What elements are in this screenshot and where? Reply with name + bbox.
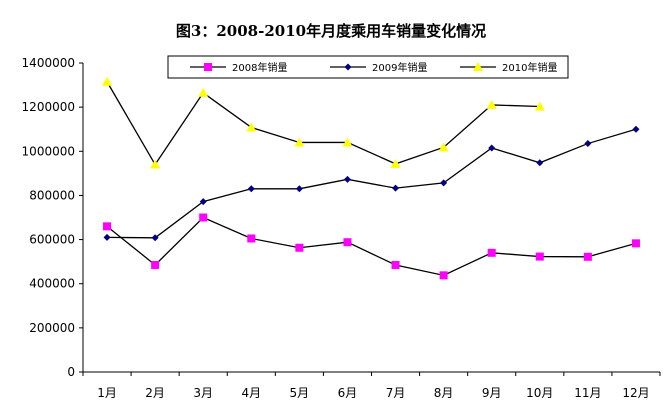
data-point — [438, 142, 449, 152]
series-group — [102, 76, 640, 280]
data-point — [295, 185, 303, 193]
data-point — [102, 76, 113, 86]
series-line — [106, 216, 637, 277]
series-2 — [103, 125, 640, 242]
data-point — [534, 101, 545, 111]
x-tick-label: 8月 — [434, 386, 454, 400]
x-tick-label: 3月 — [193, 386, 213, 400]
y-tick-label: 200000 — [29, 321, 75, 335]
x-tick-label: 7月 — [386, 386, 406, 400]
series-3 — [102, 76, 545, 169]
legend-label: 2010年销量 — [502, 61, 557, 74]
x-tick-label: 4月 — [241, 386, 261, 400]
x-tick-label: 12月 — [622, 386, 649, 400]
chart-title: 图3：2008-2010年月度乘用车销量变化情况 — [176, 22, 486, 40]
x-tick-label: 10月 — [526, 386, 553, 400]
data-point — [343, 175, 351, 183]
y-tick-label: 1000000 — [22, 144, 75, 158]
x-tick-label: 2月 — [145, 386, 165, 400]
series-1 — [103, 213, 640, 280]
legend-marker — [344, 63, 352, 71]
data-point — [391, 260, 400, 269]
data-point — [439, 271, 448, 280]
data-point — [198, 87, 209, 97]
series-line — [106, 81, 540, 166]
data-point — [247, 185, 255, 193]
x-tick-label: 9月 — [482, 386, 502, 400]
data-point — [486, 99, 497, 109]
axes — [82, 63, 660, 373]
y-tick-label: 1400000 — [22, 56, 75, 70]
data-point — [632, 125, 640, 133]
x-tick-label: 5月 — [290, 386, 310, 400]
data-point — [151, 260, 160, 269]
data-point — [583, 252, 592, 261]
data-point — [487, 248, 496, 257]
legend-label: 2009年销量 — [372, 61, 427, 74]
data-point — [343, 238, 352, 247]
y-axis-ticks: 0 200000 400000 600000 800000 1000000 1200000 1… — [22, 56, 83, 379]
x-tick-label: 6月 — [338, 386, 358, 400]
y-tick-label: 600000 — [29, 233, 75, 247]
data-point — [247, 234, 256, 243]
data-point — [536, 159, 544, 167]
data-point — [392, 184, 400, 192]
x-tick-label: 1月 — [97, 386, 117, 400]
data-point — [294, 137, 305, 147]
y-tick-label: 1200000 — [22, 100, 75, 114]
y-tick-label: 0 — [67, 365, 75, 379]
data-point — [103, 222, 112, 231]
data-point — [535, 252, 544, 261]
data-point — [150, 159, 161, 169]
legend-label: 2008年销量 — [232, 61, 287, 74]
legend-marker — [204, 63, 212, 71]
legend-box — [167, 55, 569, 79]
data-point — [246, 122, 257, 132]
series-line — [107, 128, 637, 239]
data-point — [390, 158, 401, 168]
data-point — [199, 213, 208, 222]
data-point — [488, 144, 496, 152]
y-tick-label: 400000 — [29, 277, 75, 291]
y-tick-label: 800000 — [29, 188, 75, 202]
data-point — [440, 179, 448, 187]
data-point — [584, 140, 592, 148]
data-point — [151, 234, 159, 242]
data-point — [199, 198, 207, 206]
data-point — [103, 233, 111, 241]
x-tick-label: 11月 — [574, 386, 601, 400]
data-point — [295, 243, 304, 252]
data-point — [631, 239, 640, 248]
x-axis-ticks: 1月 2月 3月 4月 5月 6月 7月 8月 9月 10月 11月 12月 — [82, 372, 661, 400]
data-point — [342, 137, 353, 147]
legend: 2008年销量 2009年销量 2010年销量 — [167, 55, 569, 79]
legend-marker — [473, 62, 483, 71]
